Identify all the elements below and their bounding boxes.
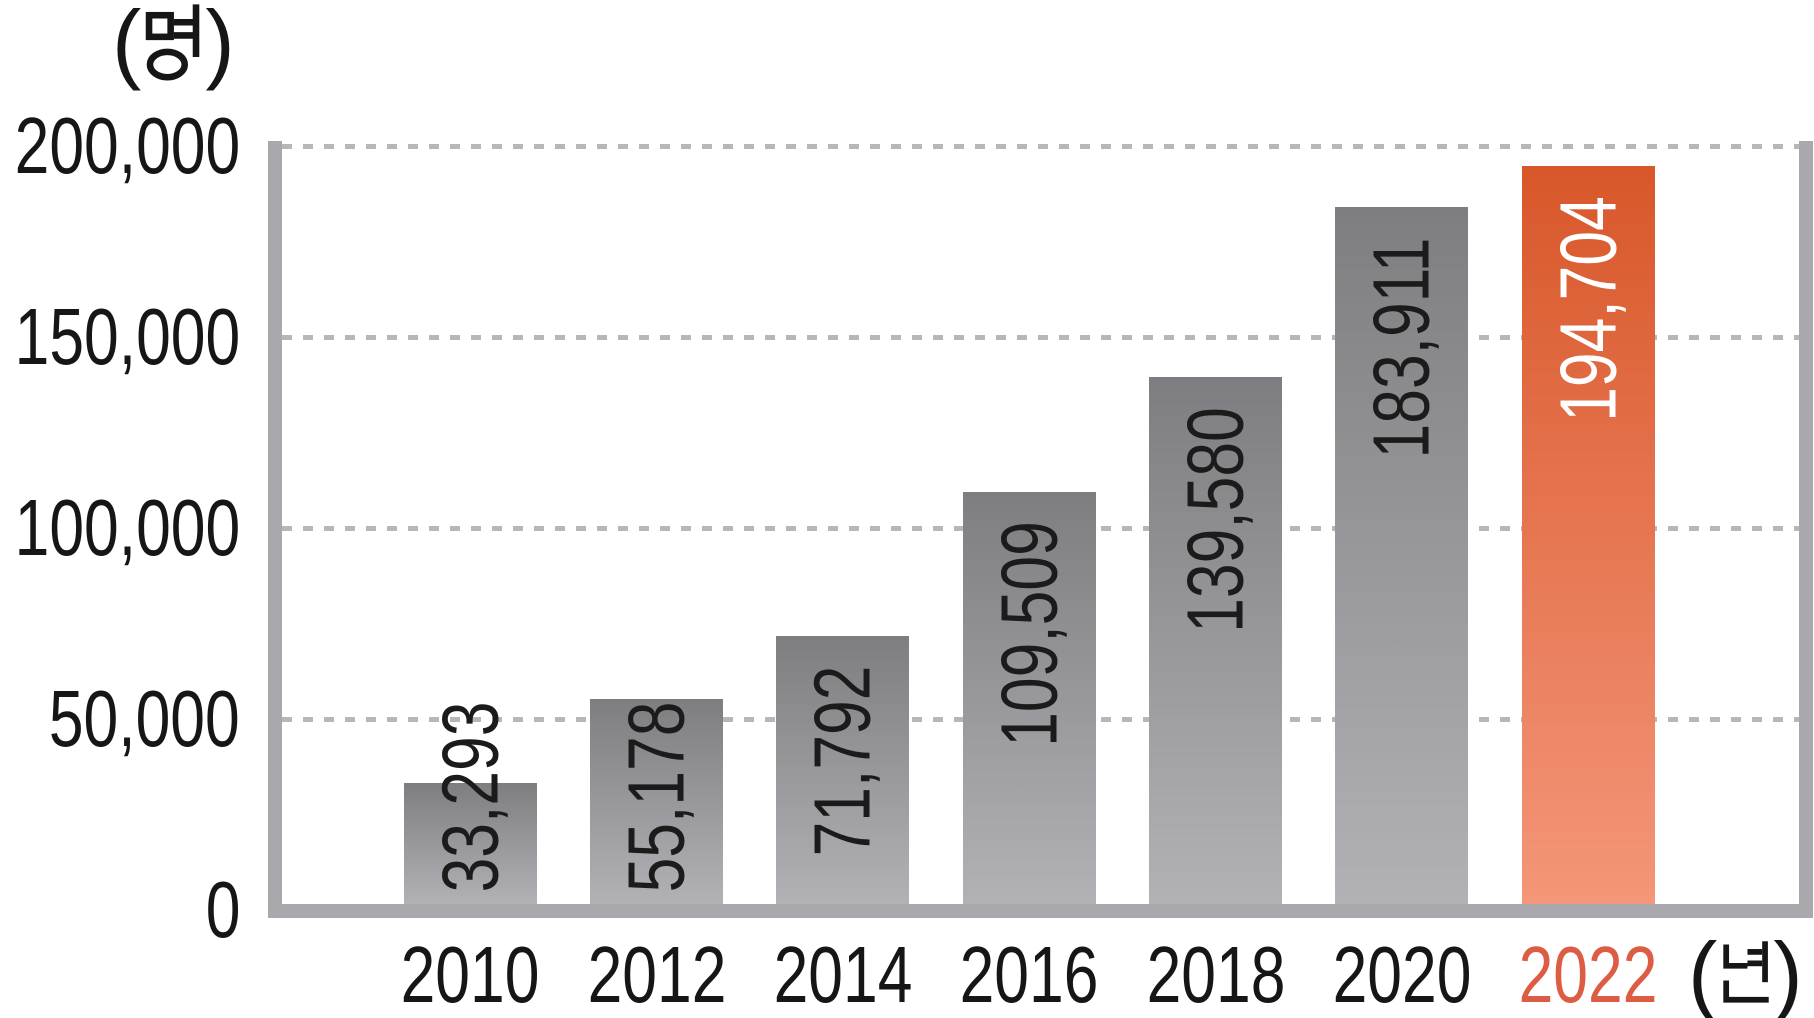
paren-close: ) xyxy=(1773,924,1803,1018)
bar-value-label: 71,792 xyxy=(797,665,887,857)
bar xyxy=(776,635,910,904)
paren-open: ( xyxy=(1688,924,1718,1018)
x-axis-unit-label: ( ) xyxy=(1688,924,1803,1018)
bar xyxy=(1335,207,1469,904)
x-tick-label: 2010 xyxy=(400,930,540,1018)
x-axis-line xyxy=(268,904,1813,918)
x-tick-label: 2022 xyxy=(1518,930,1658,1018)
x-tick-label: 2014 xyxy=(773,930,913,1018)
bar-value-label: 139,580 xyxy=(1170,406,1260,633)
x-tick-label: 2020 xyxy=(1332,930,1472,1018)
plot-right-border xyxy=(1799,141,1813,918)
paren-open: ( xyxy=(112,0,142,91)
y-axis-line xyxy=(268,141,282,918)
y-tick-label: 50,000 xyxy=(49,674,240,763)
x-axis-tick-labels: 2010 2012 2014 2016 2018 2020 2022 xyxy=(0,935,1814,1017)
x-tick-label: 2016 xyxy=(959,930,1099,1018)
plot-area: 33,293 55,178 71,792 109,509 139,580 183,911 1… xyxy=(282,143,1799,904)
y-tick-label: 0 xyxy=(205,865,240,954)
bar xyxy=(1149,376,1283,904)
bar-value-label: 194,704 xyxy=(1543,196,1633,422)
bar-value-label: 55,178 xyxy=(611,702,701,893)
y-axis-unit-label: ( ) xyxy=(112,0,235,91)
bar xyxy=(590,699,724,904)
bar-value-label: 33,293 xyxy=(425,702,515,893)
x-tick-label: 2012 xyxy=(587,930,727,1018)
y-tick-label: 150,000 xyxy=(14,292,240,381)
bar-highlighted xyxy=(1521,166,1655,904)
y-tick-label: 100,000 xyxy=(14,483,240,572)
bar xyxy=(403,782,537,904)
gridline xyxy=(282,334,1799,340)
bar-value-label: 183,911 xyxy=(1357,237,1447,459)
paren-close: ) xyxy=(205,0,235,91)
bar xyxy=(962,491,1096,904)
y-tick-label: 200,000 xyxy=(14,101,240,190)
hangul-myeong-icon xyxy=(146,4,200,81)
hangul-nyeon-icon xyxy=(1723,941,1770,1003)
bar-value-label: 109,509 xyxy=(984,521,1074,748)
x-tick-label: 2018 xyxy=(1146,930,1286,1018)
gridline xyxy=(282,143,1799,149)
y-axis-tick-labels: 200,000 150,000 100,000 50,000 0 xyxy=(0,0,240,1018)
